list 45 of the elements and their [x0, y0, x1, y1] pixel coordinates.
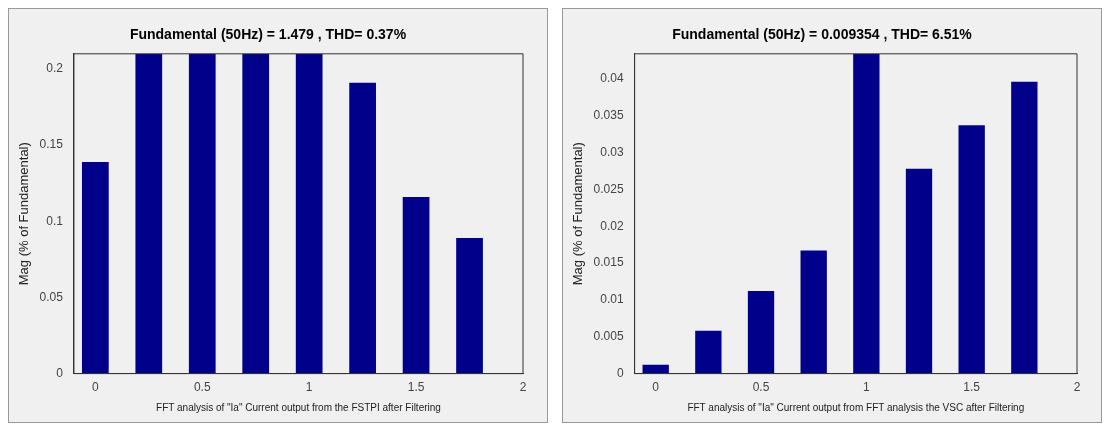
y-tick-label: 0.05 [39, 289, 64, 304]
y-tick-label: 0.035 [593, 108, 624, 123]
y-tick-label: 0.025 [593, 181, 624, 196]
bar [905, 168, 933, 374]
y-tick-label: 0.1 [46, 213, 64, 228]
y-tick-label: 0.15 [39, 137, 64, 152]
chart-title: Fundamental (50Hz) = 1.479 , THD= 0.37% [129, 26, 407, 43]
bar [295, 53, 323, 374]
x-tick-label: 0.5 [193, 380, 211, 395]
bar [695, 330, 722, 374]
y-tick-label: 0.01 [600, 292, 624, 307]
y-axis-title: Mag (% of Fundamental) [16, 142, 32, 286]
bar [747, 291, 775, 374]
x-tick-label: 0.5 [752, 380, 770, 395]
x-tick-label: 0 [652, 380, 660, 395]
bar [958, 125, 985, 374]
bar [456, 238, 483, 374]
y-tick-label: 0.015 [593, 255, 624, 270]
bar [242, 53, 270, 374]
x-tick-label: 1 [863, 380, 870, 395]
bar [188, 53, 216, 374]
x-tick-label: 1.5 [407, 380, 425, 395]
y-tick-label: 0 [616, 365, 624, 380]
bar [349, 82, 376, 374]
x-tick-label: 2 [519, 380, 527, 395]
y-tick-label: 0.02 [600, 218, 624, 233]
y-tick-label: 0.005 [593, 329, 624, 344]
x-axis-title: FFT analysis of "Ia" Current output from the FSTPI after Filtering [156, 401, 441, 413]
bar [402, 196, 430, 374]
bar [1011, 81, 1038, 374]
y-tick-label: 0.04 [600, 71, 624, 86]
x-tick-label: 1.5 [963, 380, 981, 395]
y-tick-label: 0.2 [46, 61, 64, 76]
y-axis-title: Mag (% of Fundamental) [570, 142, 586, 286]
bar [135, 53, 163, 374]
x-tick-label: 1 [305, 380, 313, 395]
x-tick-label: 0 [91, 380, 99, 395]
chart-title: Fundamental (50Hz) = 0.009354 , THD= 6.51% [672, 26, 973, 43]
bar [853, 53, 880, 374]
y-tick-label: 0 [56, 365, 64, 380]
x-tick-label: 2 [1073, 380, 1081, 395]
bar [800, 250, 827, 374]
x-axis-title: FFT analysis of "Ia" Current output from FFT analysis the VSC after Filtering [687, 401, 1025, 413]
y-tick-label: 0.03 [600, 144, 624, 159]
bar [81, 161, 109, 374]
